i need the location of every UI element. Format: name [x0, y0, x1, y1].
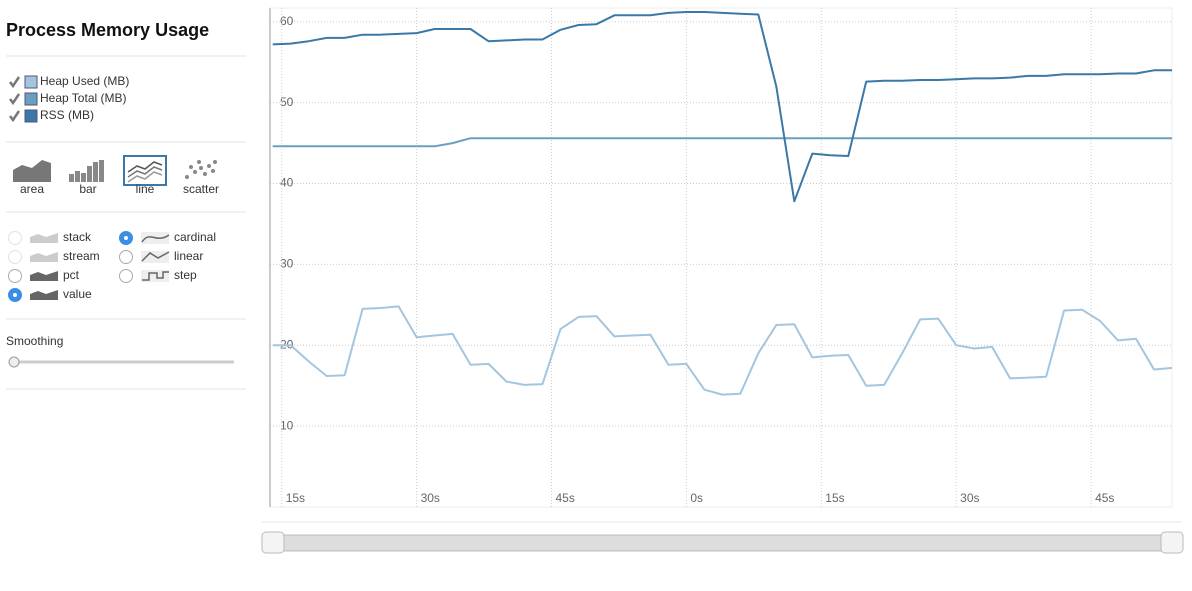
renderer-icon — [193, 170, 197, 174]
y-tick-label: 30 — [280, 257, 294, 271]
legend-check[interactable] — [9, 110, 21, 123]
x-tick-label: 30s — [421, 491, 440, 505]
offset-label[interactable]: value — [63, 287, 92, 301]
renderer-icon — [13, 160, 51, 182]
radio — [8, 231, 22, 245]
renderer-icon — [127, 171, 163, 183]
interp-icon — [141, 234, 170, 243]
range-handle[interactable] — [1160, 531, 1184, 554]
legend-check[interactable] — [9, 93, 21, 106]
renderer-icon — [127, 166, 163, 178]
plot-area — [269, 7, 1173, 508]
renderer-label[interactable]: line — [136, 182, 155, 196]
legend-label[interactable]: Heap Used (MB) — [40, 74, 129, 88]
series-line — [272, 305, 1173, 396]
radio[interactable] — [119, 269, 133, 283]
renderer-icon — [211, 169, 215, 173]
renderer-icon — [87, 166, 92, 182]
offset-icon — [30, 290, 58, 300]
radio-dot — [13, 293, 17, 297]
x-tick-label: 15s — [286, 491, 305, 505]
smoothing-label: Smoothing — [6, 334, 63, 348]
interp-icon — [141, 251, 170, 262]
x-tick-label: 30s — [960, 491, 979, 505]
renderer-icon — [69, 174, 74, 182]
y-tick-label: 10 — [280, 418, 294, 432]
offset-icon — [30, 271, 58, 281]
offset-label[interactable]: pct — [63, 268, 80, 282]
renderer-icon — [127, 161, 163, 173]
offset-label: stack — [63, 230, 92, 244]
renderer-label[interactable]: area — [20, 182, 44, 196]
legend-swatch[interactable] — [24, 75, 38, 89]
renderer-icon — [75, 171, 80, 182]
legend-swatch[interactable] — [24, 92, 38, 106]
renderer-icon — [189, 165, 193, 169]
range-handle[interactable] — [261, 531, 285, 554]
renderer-icon — [203, 172, 207, 176]
series-line — [272, 137, 1172, 148]
legend-label[interactable]: RSS (MB) — [40, 108, 94, 122]
renderer-icon — [185, 175, 189, 179]
renderer-icon — [199, 166, 203, 170]
legend-label[interactable]: Heap Total (MB) — [40, 91, 126, 105]
series-line — [272, 11, 1172, 203]
offset-icon — [30, 233, 58, 243]
interp-icon — [142, 271, 169, 281]
interp-label[interactable]: cardinal — [174, 230, 216, 244]
offset-label: stream — [63, 249, 100, 263]
renderer-icon — [207, 164, 211, 168]
x-tick-label: 45s — [555, 491, 574, 505]
renderer-icon — [197, 160, 201, 164]
x-tick-label: 15s — [825, 491, 844, 505]
range-track[interactable] — [261, 534, 1183, 552]
x-tick-label: 45s — [1095, 491, 1114, 505]
renderer-icon — [81, 173, 86, 182]
renderer-icon — [213, 160, 217, 164]
radio — [8, 250, 22, 264]
offset-icon — [30, 252, 58, 262]
radio[interactable] — [8, 269, 22, 283]
x-tick-label: 0s — [690, 491, 703, 505]
app-title: Process Memory Usage — [6, 20, 209, 40]
renderer-label[interactable]: bar — [79, 182, 96, 196]
legend-check[interactable] — [9, 76, 21, 89]
renderer-icon — [93, 162, 98, 182]
y-tick-label: 60 — [280, 14, 294, 28]
radio-dot — [124, 236, 128, 240]
interp-label[interactable]: linear — [174, 249, 203, 263]
renderer-label[interactable]: scatter — [183, 182, 219, 196]
radio[interactable] — [119, 250, 133, 264]
legend-swatch[interactable] — [24, 109, 38, 123]
smoothing-handle[interactable] — [8, 356, 20, 368]
renderer-selected — [123, 155, 167, 186]
interp-label[interactable]: step — [174, 268, 197, 282]
y-tick-label: 40 — [280, 176, 294, 190]
renderer-icon — [99, 160, 104, 182]
interp-icon-bg — [141, 270, 169, 282]
y-tick-label: 50 — [280, 95, 294, 109]
